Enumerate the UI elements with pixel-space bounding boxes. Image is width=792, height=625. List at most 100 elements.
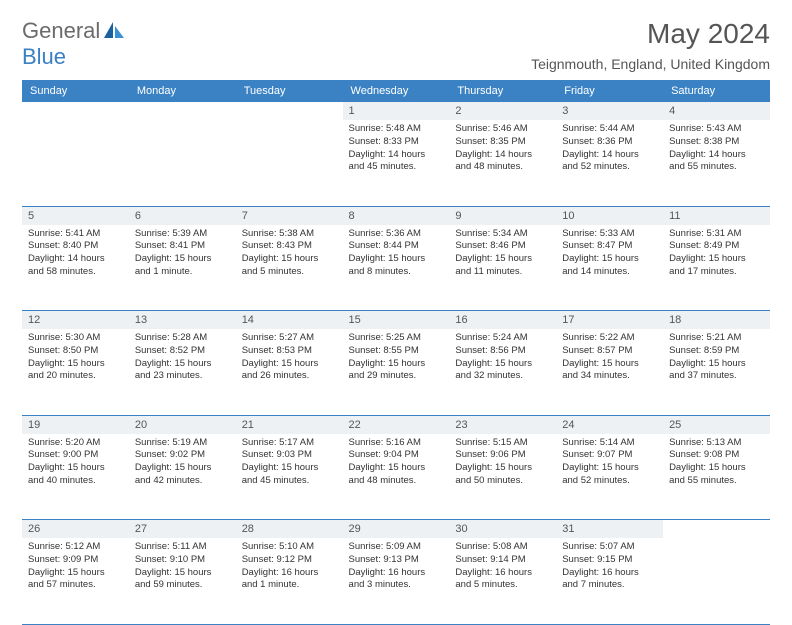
logo-part2: Blue (22, 44, 66, 69)
location-text: Teignmouth, England, United Kingdom (531, 56, 770, 72)
sunrise-text: Sunrise: 5:38 AM (242, 228, 337, 241)
sunset-text: Sunset: 9:10 PM (135, 554, 230, 567)
sunset-text: Sunset: 9:12 PM (242, 554, 337, 567)
day-number-cell: 10 (556, 206, 663, 225)
day-detail-cell: Sunrise: 5:17 AMSunset: 9:03 PMDaylight:… (236, 434, 343, 520)
day-detail-row: Sunrise: 5:41 AMSunset: 8:40 PM Daylight:… (22, 225, 770, 311)
sunrise-text: Sunrise: 5:13 AM (669, 437, 764, 450)
day-detail-cell (22, 120, 129, 206)
sunrise-text: Sunrise: 5:44 AM (562, 123, 657, 136)
day-detail-cell: Sunrise: 5:25 AMSunset: 8:55 PMDaylight:… (343, 329, 450, 415)
daylight-text: Daylight: 16 hours and 1 minute. (242, 567, 337, 593)
sunrise-text: Sunrise: 5:41 AM (28, 228, 123, 241)
title-block: May 2024 Teignmouth, England, United Kin… (531, 18, 770, 72)
day-number-cell: 16 (449, 311, 556, 330)
day-detail-cell: Sunrise: 5:36 AMSunset: 8:44 PMDaylight:… (343, 225, 450, 311)
sunset-text: Sunset: 8:41 PM (135, 240, 230, 253)
day-number-cell: 5 (22, 206, 129, 225)
month-title: May 2024 (531, 18, 770, 50)
daylight-text: Daylight: 15 hours and 20 minutes. (28, 358, 123, 384)
sunrise-text: Sunrise: 5:22 AM (562, 332, 657, 345)
day-detail-row: Sunrise: 5:30 AMSunset: 8:50 PMDaylight:… (22, 329, 770, 415)
day-detail-row: Sunrise: 5:12 AMSunset: 9:09 PMDaylight:… (22, 538, 770, 624)
daylight-text: Daylight: 15 hours and 32 minutes. (455, 358, 550, 384)
day-detail-cell: Sunrise: 5:30 AMSunset: 8:50 PMDaylight:… (22, 329, 129, 415)
daylight-text: Daylight: 15 hours and 42 minutes. (135, 462, 230, 488)
sunset-text: Sunset: 8:43 PM (242, 240, 337, 253)
sunrise-text: Sunrise: 5:12 AM (28, 541, 123, 554)
weekday-header: Monday (129, 80, 236, 102)
sunset-text: Sunset: 9:04 PM (349, 449, 444, 462)
day-detail-row: Sunrise: 5:48 AMSunset: 8:33 PMDaylight:… (22, 120, 770, 206)
day-number-cell: 20 (129, 415, 236, 434)
sunset-text: Sunset: 8:47 PM (562, 240, 657, 253)
sunrise-text: Sunrise: 5:21 AM (669, 332, 764, 345)
sunset-text: Sunset: 9:14 PM (455, 554, 550, 567)
day-detail-cell: Sunrise: 5:28 AMSunset: 8:52 PMDaylight:… (129, 329, 236, 415)
sunset-text: Sunset: 8:40 PM (28, 240, 123, 253)
weekday-header: Thursday (449, 80, 556, 102)
day-detail-cell: Sunrise: 5:15 AMSunset: 9:06 PMDaylight:… (449, 434, 556, 520)
daylight-text: Daylight: 16 hours and 7 minutes. (562, 567, 657, 593)
day-number-cell: 9 (449, 206, 556, 225)
day-number-cell: 18 (663, 311, 770, 330)
sunrise-text: Sunrise: 5:07 AM (562, 541, 657, 554)
day-detail-cell (236, 120, 343, 206)
day-detail-cell: Sunrise: 5:43 AMSunset: 8:38 PMDaylight:… (663, 120, 770, 206)
day-number-cell (236, 102, 343, 120)
day-number-cell: 11 (663, 206, 770, 225)
sunset-text: Sunset: 9:15 PM (562, 554, 657, 567)
sunrise-text: Sunrise: 5:14 AM (562, 437, 657, 450)
day-detail-cell: Sunrise: 5:31 AMSunset: 8:49 PMDaylight:… (663, 225, 770, 311)
day-number-cell (22, 102, 129, 120)
weekday-header: Tuesday (236, 80, 343, 102)
day-number-row: 567891011 (22, 206, 770, 225)
daylight-text: Daylight: 14 hours and 45 minutes. (349, 149, 444, 175)
logo: General Blue (22, 18, 124, 70)
sunrise-text: Sunrise: 5:20 AM (28, 437, 123, 450)
daylight-text: Daylight: 15 hours and 29 minutes. (349, 358, 444, 384)
daylight-text: Daylight: 15 hours and 8 minutes. (349, 253, 444, 279)
daylight-text: Daylight: 15 hours and 34 minutes. (562, 358, 657, 384)
day-number-cell: 1 (343, 102, 450, 120)
sunrise-text: Sunrise: 5:08 AM (455, 541, 550, 554)
day-number-cell: 26 (22, 520, 129, 539)
day-detail-cell: Sunrise: 5:21 AMSunset: 8:59 PMDaylight:… (663, 329, 770, 415)
weekday-header: Sunday (22, 80, 129, 102)
day-number-cell (663, 520, 770, 539)
sunrise-text: Sunrise: 5:16 AM (349, 437, 444, 450)
sunset-text: Sunset: 8:44 PM (349, 240, 444, 253)
sunset-text: Sunset: 8:52 PM (135, 345, 230, 358)
daylight-text: Daylight: 15 hours and 59 minutes. (135, 567, 230, 593)
day-detail-cell (129, 120, 236, 206)
day-number-cell: 8 (343, 206, 450, 225)
sunrise-text: Sunrise: 5:46 AM (455, 123, 550, 136)
day-number-cell: 15 (343, 311, 450, 330)
sunrise-text: Sunrise: 5:15 AM (455, 437, 550, 450)
day-number-row: 262728293031 (22, 520, 770, 539)
daylight-text: Daylight: 15 hours and 17 minutes. (669, 253, 764, 279)
daylight-text: Daylight: 15 hours and 5 minutes. (242, 253, 337, 279)
day-detail-cell (663, 538, 770, 624)
day-detail-cell: Sunrise: 5:11 AMSunset: 9:10 PMDaylight:… (129, 538, 236, 624)
day-number-cell: 25 (663, 415, 770, 434)
weekday-header-row: SundayMondayTuesdayWednesdayThursdayFrid… (22, 80, 770, 102)
daylight-text: Daylight: 14 hours and 48 minutes. (455, 149, 550, 175)
day-number-cell: 29 (343, 520, 450, 539)
weekday-header: Friday (556, 80, 663, 102)
day-number-row: 12131415161718 (22, 311, 770, 330)
day-detail-cell: Sunrise: 5:33 AMSunset: 8:47 PMDaylight:… (556, 225, 663, 311)
day-detail-cell: Sunrise: 5:07 AMSunset: 9:15 PMDaylight:… (556, 538, 663, 624)
sunrise-text: Sunrise: 5:19 AM (135, 437, 230, 450)
day-detail-cell: Sunrise: 5:48 AMSunset: 8:33 PMDaylight:… (343, 120, 450, 206)
day-number-cell (129, 102, 236, 120)
sunset-text: Sunset: 8:33 PM (349, 136, 444, 149)
sunset-text: Sunset: 9:06 PM (455, 449, 550, 462)
sunrise-text: Sunrise: 5:24 AM (455, 332, 550, 345)
day-number-cell: 27 (129, 520, 236, 539)
day-number-cell: 28 (236, 520, 343, 539)
sunrise-text: Sunrise: 5:33 AM (562, 228, 657, 241)
day-number-cell: 12 (22, 311, 129, 330)
day-detail-cell: Sunrise: 5:24 AMSunset: 8:56 PMDaylight:… (449, 329, 556, 415)
daylight-text: Daylight: 15 hours and 23 minutes. (135, 358, 230, 384)
